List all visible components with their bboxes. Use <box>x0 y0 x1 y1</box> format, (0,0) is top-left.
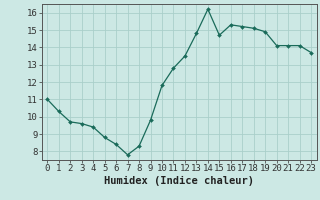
X-axis label: Humidex (Indice chaleur): Humidex (Indice chaleur) <box>104 176 254 186</box>
